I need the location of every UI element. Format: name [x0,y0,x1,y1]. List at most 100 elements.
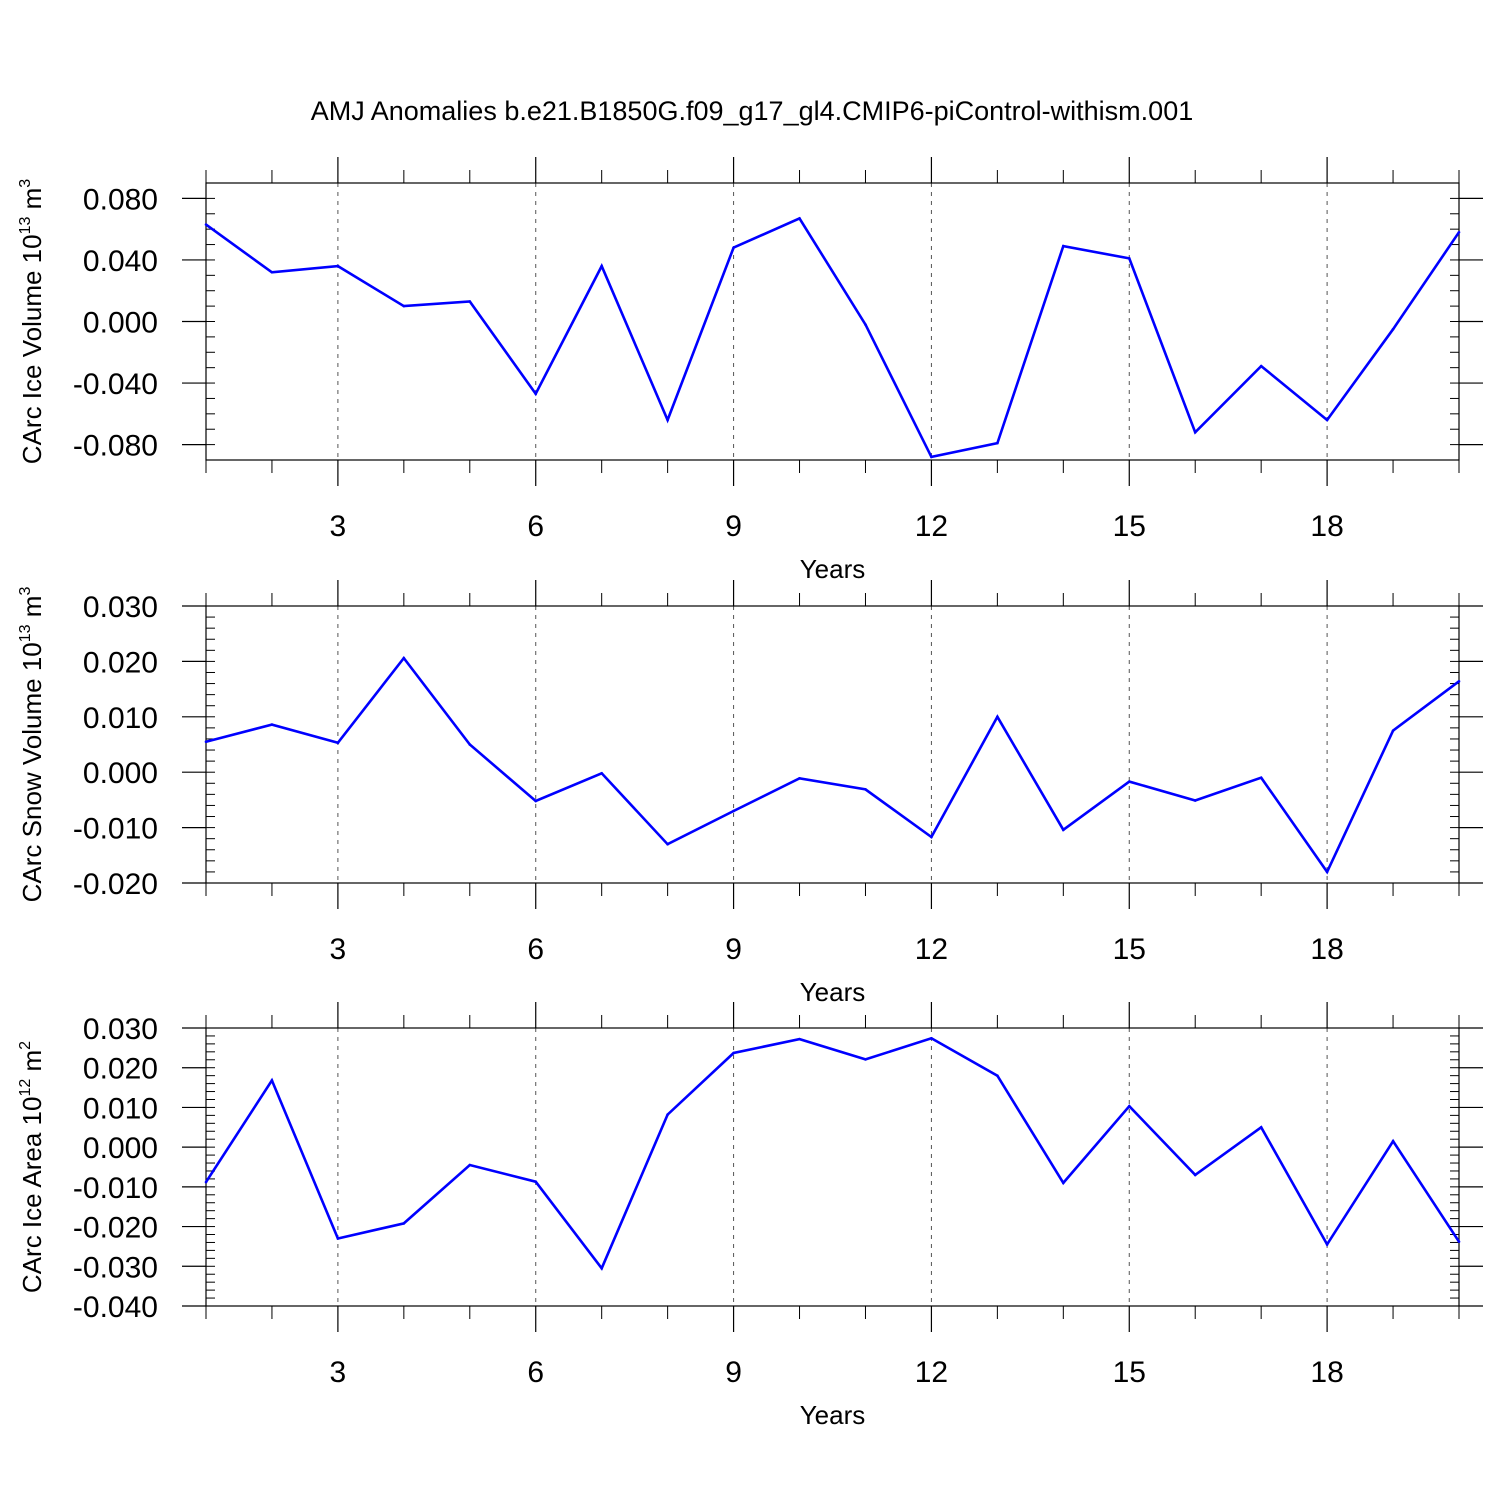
data-point [1062,244,1065,248]
y-axis-label-part: m [17,1050,47,1079]
y-axis-label: CArc Ice Area 1012 m2 [17,1041,47,1293]
data-point [468,300,472,303]
x-tick-label: 9 [725,1356,742,1389]
data-point [798,776,801,780]
y-tick-label: 0.020 [83,646,158,679]
series-line [204,1036,1461,1271]
data-point [600,772,603,775]
x-tick-label: 3 [330,933,347,966]
x-tick-label: 12 [915,510,948,543]
y-tick-label: 0.000 [83,307,158,340]
data-point [1325,1243,1329,1246]
plot-frame [205,605,1460,884]
y-axis-label: CArc Snow Volume 1013 m3 [17,587,47,903]
data-point [336,741,340,745]
x-axis-label: Years [800,554,866,584]
panel-ice-volume: -0.080 -0.040 0.000 0.040 0.080 3 6 9 12 15 18 Year… [17,157,1483,584]
data-point [1127,257,1131,260]
data-point [600,1266,603,1270]
x-tick-label: 6 [527,510,544,543]
data-point [1391,327,1395,331]
data-point [996,441,999,445]
y-tick-label: 0.000 [83,1132,158,1165]
data-point [1391,1139,1395,1143]
data-point [666,1113,669,1116]
y-axis-label-superscript: 12 [17,1079,34,1097]
x-tick-label: 15 [1113,933,1146,966]
y-axis-label-part: m [17,596,47,625]
data-point [1062,1181,1065,1185]
y-axis-label: CArc Ice Volume 1013 m3 [17,179,47,464]
series-line [205,216,1461,459]
data-point [468,743,472,746]
y-tick-label: -0.080 [73,430,158,463]
x-axis-label: Years [800,977,866,1007]
x-tick-label: 18 [1310,510,1343,543]
y-tick-label: -0.020 [73,1212,158,1245]
data-point [666,418,669,422]
data-point [732,1051,735,1055]
figure-title: AMJ Anomalies b.e21.B1850G.f09_g17_gl4.C… [311,96,1193,126]
y-tick-label: -0.030 [73,1251,158,1284]
data-point [270,270,274,274]
data-point [534,392,538,396]
data-point [666,842,669,846]
data-point [1127,780,1131,783]
data-point [1259,1125,1263,1129]
y-tick-label: 0.080 [83,183,158,216]
data-point [864,323,867,326]
data-point [402,1222,406,1225]
data-point [732,809,735,813]
data-point [270,723,274,726]
data-point [336,264,340,268]
data-point [1062,828,1065,832]
data-point [930,835,933,839]
y-axis-label-part: CArc Snow Volume 10 [17,642,47,902]
x-tick-label: 6 [527,1356,544,1389]
panel-snow-volume: -0.020 -0.010 0.000 0.010 0.020 0.030 3 6 9 12 15 1… [17,580,1483,1007]
plot-frame [205,182,1460,461]
panel-ice-area: -0.040 -0.030 -0.020 -0.010 0.000 0.010 0.020 0… [17,1002,1483,1430]
data-point [864,788,867,791]
x-tick-label: 15 [1113,510,1146,543]
data-point [798,217,801,220]
y-tick-label: 0.040 [83,245,158,278]
data-point [1193,1173,1197,1177]
data-point [402,304,406,308]
data-point [930,455,933,459]
y-tick-label: 0.010 [83,702,158,735]
y-axis-label-part: CArc Ice Area 10 [17,1097,47,1294]
data-point [336,1237,340,1240]
data-point [1259,776,1263,780]
y-axis-label-part: m [17,188,47,217]
data-point [1457,1240,1461,1243]
x-tick-label: 9 [725,510,742,543]
data-point [732,246,735,249]
data-point [996,715,999,719]
plot-frame [205,1027,1460,1307]
data-point [204,1180,208,1184]
data-point [1457,680,1461,683]
data-point [204,740,208,744]
data-point [204,223,208,226]
data-point [600,264,603,268]
y-axis-label-superscript: 3 [17,179,34,188]
x-tick-label: 18 [1310,1356,1343,1389]
data-point [1325,418,1329,422]
y-tick-label: -0.040 [73,368,158,401]
data-point [930,1037,933,1040]
y-axis-label-superscript: 13 [17,217,34,235]
data-point [798,1037,801,1041]
y-tick-label: 0.000 [83,757,158,790]
y-tick-label: -0.040 [73,1291,158,1324]
y-tick-label: 0.030 [83,1013,158,1046]
data-point [1391,729,1395,732]
data-point [1193,431,1197,434]
x-tick-label: 3 [330,1356,347,1389]
data-point [270,1079,274,1082]
y-tick-label: -0.010 [73,1172,158,1205]
y-axis-label-superscript: 13 [17,624,34,642]
x-axis-label: Years [800,1400,866,1430]
data-point [864,1058,867,1061]
